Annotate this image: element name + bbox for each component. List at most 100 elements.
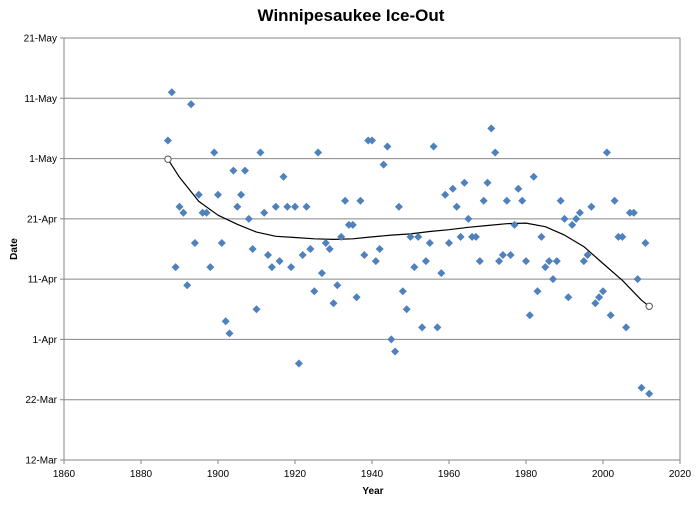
y-tick-label: 1-Apr [33,335,58,346]
x-tick-label: 1940 [361,469,384,480]
y-tick-label: 1-May [29,154,57,165]
data-point [537,232,546,241]
data-point [252,305,261,314]
data-point [452,202,461,211]
data-point [641,239,650,247]
x-tick-label: 1920 [284,469,307,480]
y-tick-label: 12-Mar [25,456,57,467]
data-point [221,317,230,326]
data-point [187,100,196,109]
data-point [171,263,180,272]
data-point [333,281,342,290]
data-point [579,257,588,266]
data-point [464,214,473,223]
data-point [310,287,319,296]
axes: 12-Mar 22-Mar 1-Apr 11-Apr 21-Apr 1-May 11-May… [24,34,692,481]
x-tick-label: 2020 [669,469,692,480]
data-point [317,269,326,278]
data-point [479,196,488,205]
data-point [445,239,453,247]
data-point [387,335,396,344]
data-point [348,220,357,229]
data-point [441,190,450,199]
y-tick-label: 11-May [24,94,57,105]
chart-title: Winnipesaukee Ice-Out [258,6,445,25]
data-point [306,245,315,253]
data-point [287,263,296,272]
data-point [248,245,257,253]
data-point [560,214,569,223]
data-point [410,263,419,272]
data-point [337,232,346,241]
data-point [190,239,199,247]
x-axis-title: Year [362,486,383,497]
data-point [202,208,211,217]
x-tick-label: 1960 [438,469,461,480]
data-point [498,251,507,259]
data-point [291,202,299,211]
data-point [549,275,557,284]
data-point [375,245,384,253]
data-point [495,257,504,266]
data-point [341,196,350,205]
data-point [329,299,338,308]
data-point [556,196,565,205]
data-point [383,142,392,151]
data-point [167,88,176,97]
data-point [271,202,280,211]
data-point [568,220,577,229]
data-point [241,166,249,175]
data-point [425,239,434,247]
data-point [264,251,272,259]
data-point [302,202,311,211]
data-point [437,269,446,278]
data-point [448,184,457,193]
data-point [394,202,403,211]
data-point [398,287,407,296]
data-point [321,239,330,247]
data-point [618,232,627,241]
data-point [294,359,303,368]
data-point [541,263,550,272]
data-point [418,323,427,332]
data-point [475,257,484,266]
data-point [233,202,242,211]
data-point [325,245,334,253]
y-tick-label: 21-Apr [27,214,58,225]
x-tick-label: 1880 [130,469,153,480]
data-point [179,208,188,217]
data-point [595,293,604,302]
data-point [483,178,492,187]
data-point [610,196,619,205]
x-tick-label: 1900 [207,469,230,480]
data-point [314,148,323,157]
data-point [210,148,219,157]
data-point [583,251,592,259]
data-point [368,136,376,145]
plot-area [63,37,681,461]
data-point [279,172,288,181]
y-tick-label: 11-Apr [28,275,58,286]
data-point [163,136,172,145]
data-point [622,323,631,332]
data-point [591,299,600,308]
data-point [414,232,423,241]
data-point [529,172,538,181]
data-point [602,148,611,157]
data-point [518,196,527,205]
trendline-endpoint [164,155,172,163]
data-point [564,293,573,302]
data-point [244,214,253,223]
y-axis-title: Date [9,238,20,260]
data-point [429,142,438,151]
data-point [402,305,411,314]
x-tick-label: 1860 [53,469,76,480]
data-point [260,208,269,217]
data-point [599,287,607,296]
data-point [575,208,584,217]
y-tick-label: 21-May [24,34,57,45]
data-point [283,202,292,211]
data-point [471,232,480,241]
